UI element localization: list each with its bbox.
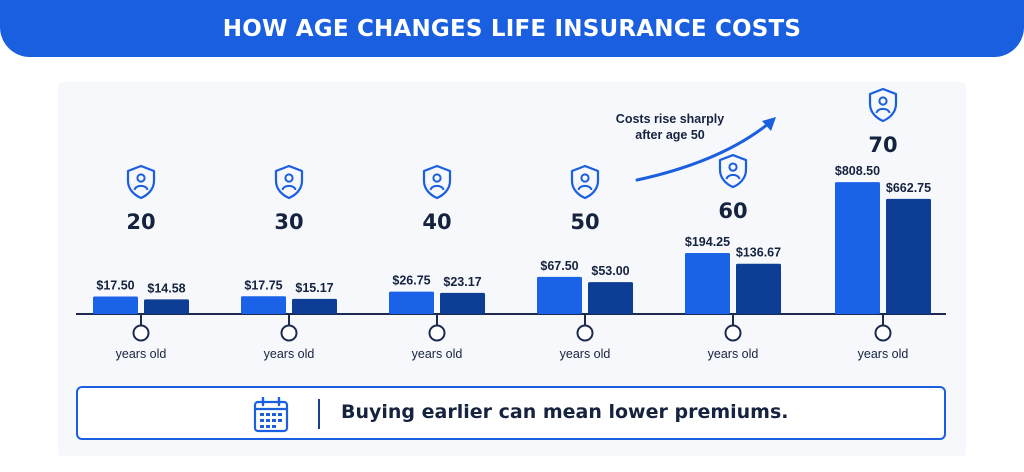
bar-label-60-a: $194.25 xyxy=(685,235,730,249)
axis-marker-70 xyxy=(874,324,892,342)
bar-label-20-b: $14.58 xyxy=(147,281,185,295)
title-banner: HOW AGE CHANGES LIFE INSURANCE COSTS xyxy=(0,0,1024,57)
bar-label-20-a: $17.50 xyxy=(96,279,134,293)
page-title: HOW AGE CHANGES LIFE INSURANCE COSTS xyxy=(222,15,802,42)
bar-70-b xyxy=(886,198,931,314)
annotation-line-1: Costs rise sharply xyxy=(616,112,724,126)
bar-40-b xyxy=(440,292,485,314)
axis-marker-40 xyxy=(428,324,446,342)
age-label-60: 60 xyxy=(718,199,747,223)
years-old-label-30: years old xyxy=(264,347,315,361)
bar-label-40-b: $23.17 xyxy=(443,275,481,289)
rise-annotation: Costs rise sharply after age 50 xyxy=(616,112,776,182)
bar-label-30-a: $17.75 xyxy=(244,278,282,292)
shield-person-icon xyxy=(422,164,452,200)
age-label-20: 20 xyxy=(126,210,155,234)
age-label-50: 50 xyxy=(570,210,599,234)
age-label-40: 40 xyxy=(422,210,451,234)
bar-30-b xyxy=(292,298,337,314)
bar-label-70-b: $662.75 xyxy=(886,181,931,195)
bar-label-40-a: $26.75 xyxy=(392,274,430,288)
arrow-head-icon xyxy=(762,117,776,131)
years-old-label-70: years old xyxy=(858,347,909,361)
shield-person-icon xyxy=(274,164,304,200)
axis-marker-60 xyxy=(724,324,742,342)
calendar-icon xyxy=(253,397,289,433)
age-label-30: 30 xyxy=(274,210,303,234)
rise-arrow xyxy=(635,122,770,182)
bar-label-60-b: $136.67 xyxy=(736,246,781,260)
bar-60-b xyxy=(736,263,781,314)
bar-20-a xyxy=(93,296,138,314)
axis-marker-20 xyxy=(132,324,150,342)
bar-label-70-a: $808.50 xyxy=(835,164,880,178)
bar-40-a xyxy=(389,291,434,314)
bar-70-a xyxy=(835,182,880,314)
years-old-label-60: years old xyxy=(708,347,759,361)
bar-label-50-b: $53.00 xyxy=(591,264,629,278)
shield-person-icon xyxy=(570,164,600,200)
bar-50-a xyxy=(537,276,582,314)
axis-marker-30 xyxy=(280,324,298,342)
age-label-70: 70 xyxy=(868,133,897,157)
years-old-label-40: years old xyxy=(412,347,463,361)
shield-person-icon xyxy=(868,87,898,123)
annotation-line-2: after age 50 xyxy=(635,128,705,142)
shield-person-icon xyxy=(126,164,156,200)
bar-30-a xyxy=(241,296,286,314)
bar-20-b xyxy=(144,299,189,314)
bar-60-a xyxy=(685,253,730,314)
years-old-label-50: years old xyxy=(560,347,611,361)
axis-marker-50 xyxy=(576,324,594,342)
bar-label-30-b: $15.17 xyxy=(295,281,333,295)
bar-50-b xyxy=(588,282,633,314)
bar-label-50-a: $67.50 xyxy=(540,259,578,273)
callout-divider xyxy=(318,399,320,429)
tip-callout: Buying earlier can mean lower premiums. xyxy=(76,386,946,440)
years-old-label-20: years old xyxy=(116,347,167,361)
shield-person-icon xyxy=(718,153,748,189)
callout-text: Buying earlier can mean lower premiums. xyxy=(341,401,789,423)
